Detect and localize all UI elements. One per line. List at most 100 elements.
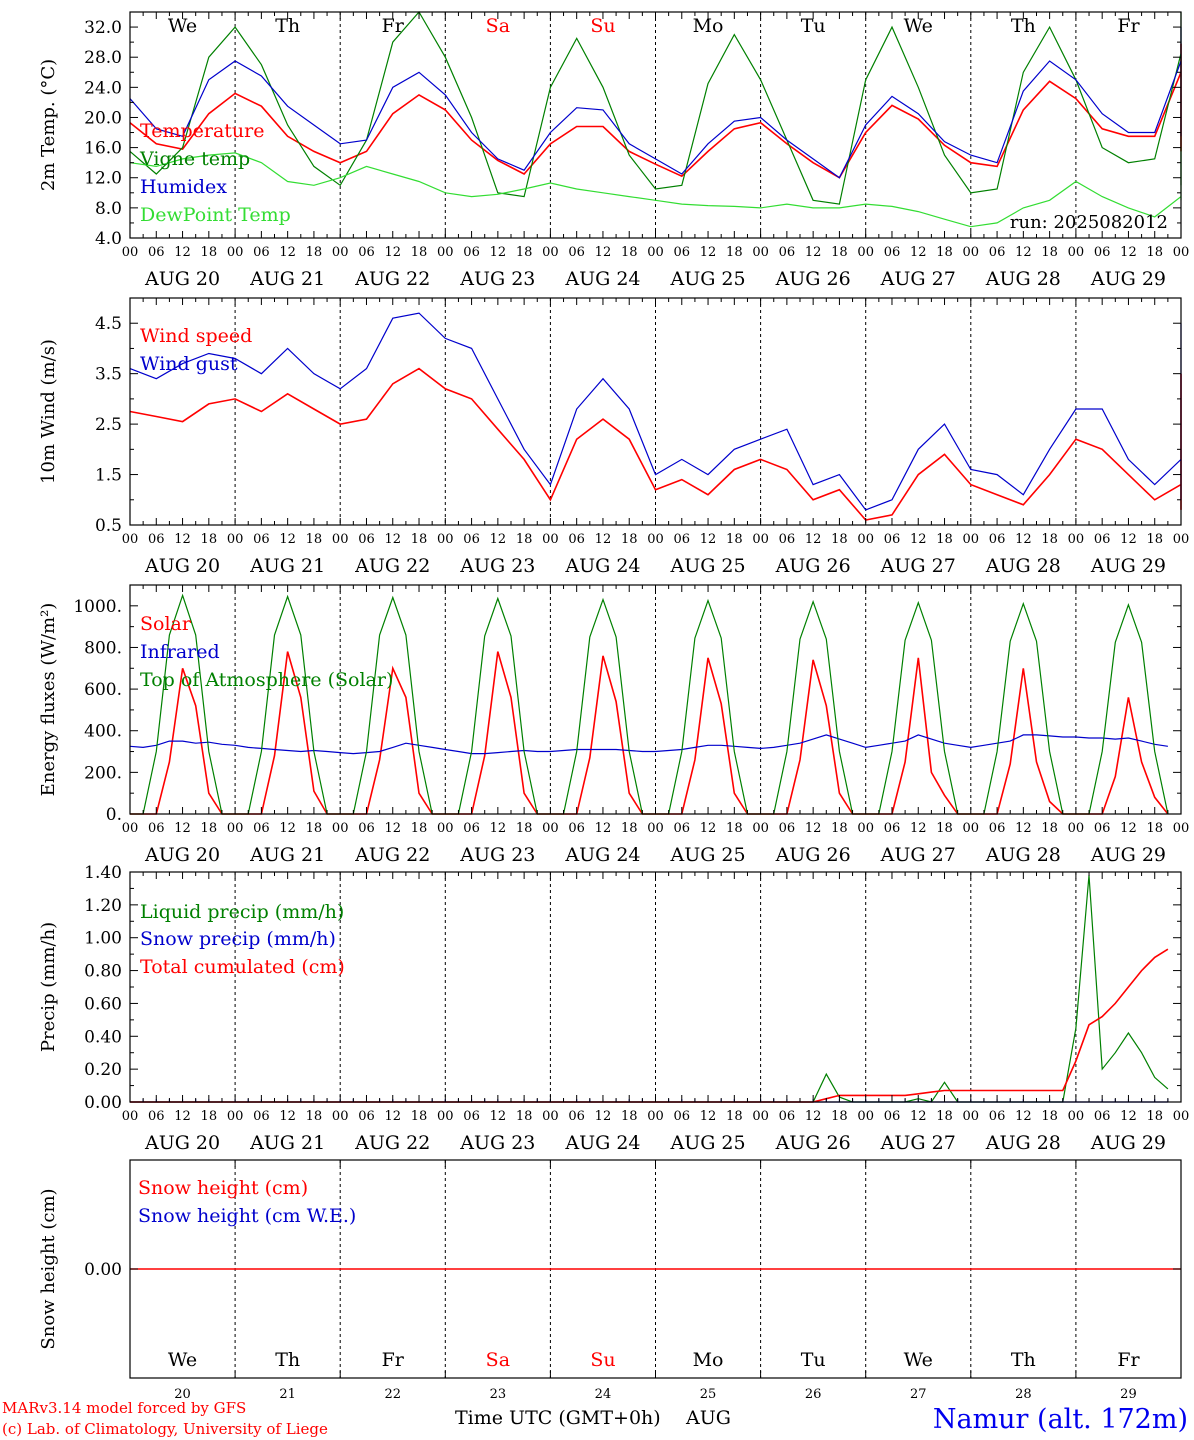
x-hour-label: 18 — [306, 532, 323, 547]
legend-entry: Wind speed — [140, 325, 252, 347]
x-hour-label: 00 — [1173, 245, 1190, 260]
x-hour-label: 06 — [253, 532, 270, 547]
x-hour-label: 18 — [516, 821, 533, 836]
x-hour-label: 18 — [936, 532, 953, 547]
x-hour-label: 00 — [857, 245, 874, 260]
x-hour-label: 18 — [1041, 821, 1058, 836]
x-hour-label: 00 — [122, 532, 139, 547]
x-date-label: AUG 26 — [775, 1132, 851, 1154]
y-tick-label: 24.0 — [84, 78, 122, 98]
x-hour-label: 06 — [884, 1109, 901, 1124]
x-date-label: AUG 23 — [459, 268, 535, 290]
x-date-label: AUG 21 — [249, 844, 325, 866]
x-date-label: AUG 23 — [459, 555, 535, 577]
y-tick-label: 12.0 — [84, 169, 122, 189]
x-hour-label: 00 — [437, 245, 454, 260]
x-hour-label: 12 — [174, 821, 191, 836]
x-hour-label: 18 — [411, 245, 428, 260]
x-hour-label: 06 — [989, 1109, 1006, 1124]
x-hour-label: 12 — [1015, 532, 1032, 547]
weekday-label: Th — [275, 1349, 300, 1371]
y-axis-label: Snow height (cm) — [38, 1188, 59, 1349]
x-hour-label: 12 — [700, 245, 717, 260]
weekday-label: Tu — [801, 1349, 826, 1371]
x-hour-label: 12 — [910, 245, 927, 260]
x-hour-label: 18 — [306, 1109, 323, 1124]
x-hour-label: 06 — [779, 1109, 796, 1124]
x-hour-label: 06 — [779, 245, 796, 260]
x-hour-label: 00 — [332, 532, 349, 547]
x-hour-label: 18 — [936, 821, 953, 836]
x-hour-label: 06 — [463, 1109, 480, 1124]
y-tick-label: 16.0 — [84, 139, 122, 159]
weekday-label: Tu — [801, 15, 826, 37]
legend-entry: Snow precip (mm/h) — [140, 928, 336, 950]
y-tick-label: 0.00 — [84, 1093, 122, 1113]
x-hour-label: 18 — [726, 1109, 743, 1124]
x-hour-label: 18 — [1041, 532, 1058, 547]
x-hour-label: 06 — [1094, 1109, 1111, 1124]
x-date-label: AUG 29 — [1090, 844, 1166, 866]
x-date-label: AUG 20 — [144, 555, 220, 577]
y-tick-label: 2.5 — [95, 415, 122, 435]
x-hour-label: 12 — [384, 245, 401, 260]
x-date-label: AUG 25 — [669, 555, 745, 577]
x-hour-label: 06 — [884, 245, 901, 260]
x-date-label: AUG 25 — [669, 844, 745, 866]
y-tick-label: 0.40 — [84, 1027, 122, 1047]
footer-credit-model: MARv3.14 model forced by GFS — [2, 1399, 246, 1417]
x-hour-label: 12 — [595, 245, 612, 260]
x-date-label: AUG 29 — [1090, 1132, 1166, 1154]
x-hour-label: 06 — [463, 532, 480, 547]
x-hour-label: 06 — [148, 821, 165, 836]
run-label: run: 2025082012 — [1010, 212, 1168, 233]
x-hour-label: 18 — [831, 245, 848, 260]
x-date-label: AUG 29 — [1090, 268, 1166, 290]
x-hour-label: 12 — [384, 821, 401, 836]
x-hour-label: 18 — [936, 245, 953, 260]
x-date-label: AUG 22 — [354, 268, 430, 290]
x-date-label: AUG 20 — [144, 844, 220, 866]
x-hour-label: 18 — [201, 1109, 218, 1124]
x-hour-label: 12 — [1015, 245, 1032, 260]
x-hour-label: 00 — [437, 1109, 454, 1124]
y-tick-label: 28.0 — [84, 48, 122, 68]
x-hour-label: 06 — [358, 245, 375, 260]
x-hour-label: 06 — [779, 821, 796, 836]
x-hour-label: 12 — [910, 532, 927, 547]
x-hour-label: 18 — [516, 1109, 533, 1124]
x-daynum-label: 26 — [805, 1387, 822, 1402]
x-hour-label: 18 — [936, 1109, 953, 1124]
x-hour-label: 00 — [122, 245, 139, 260]
y-tick-label: 1.20 — [84, 896, 122, 916]
x-daynum-label: 29 — [1120, 1387, 1137, 1402]
x-hour-label: 18 — [1146, 245, 1163, 260]
x-hour-label: 12 — [700, 532, 717, 547]
x-hour-label: 06 — [253, 245, 270, 260]
weekday-label: Fr — [1117, 15, 1140, 37]
x-hour-label: 00 — [963, 821, 980, 836]
x-hour-label: 00 — [963, 1109, 980, 1124]
x-hour-label: 06 — [463, 821, 480, 836]
x-hour-label: 00 — [963, 245, 980, 260]
x-hour-label: 00 — [857, 1109, 874, 1124]
x-hour-label: 06 — [253, 821, 270, 836]
x-hour-label: 06 — [358, 821, 375, 836]
y-tick-label: 1.40 — [84, 863, 122, 883]
x-date-label: AUG 23 — [459, 844, 535, 866]
x-hour-label: 06 — [568, 245, 585, 260]
x-date-label: AUG 25 — [669, 268, 745, 290]
x-hour-label: 00 — [437, 532, 454, 547]
x-date-label: AUG 24 — [564, 268, 640, 290]
x-hour-label: 00 — [542, 532, 559, 547]
y-tick-label: 1000. — [73, 597, 122, 617]
x-hour-label: 18 — [831, 1109, 848, 1124]
x-hour-label: 12 — [1120, 821, 1137, 836]
y-axis-label: Energy fluxes (W/m²) — [38, 603, 59, 797]
x-hour-label: 06 — [674, 245, 691, 260]
x-date-label: AUG 25 — [669, 1132, 745, 1154]
weekday-label: Th — [1011, 15, 1036, 37]
x-hour-label: 18 — [726, 245, 743, 260]
x-daynum-label: 21 — [279, 1387, 296, 1402]
x-hour-label: 06 — [148, 532, 165, 547]
